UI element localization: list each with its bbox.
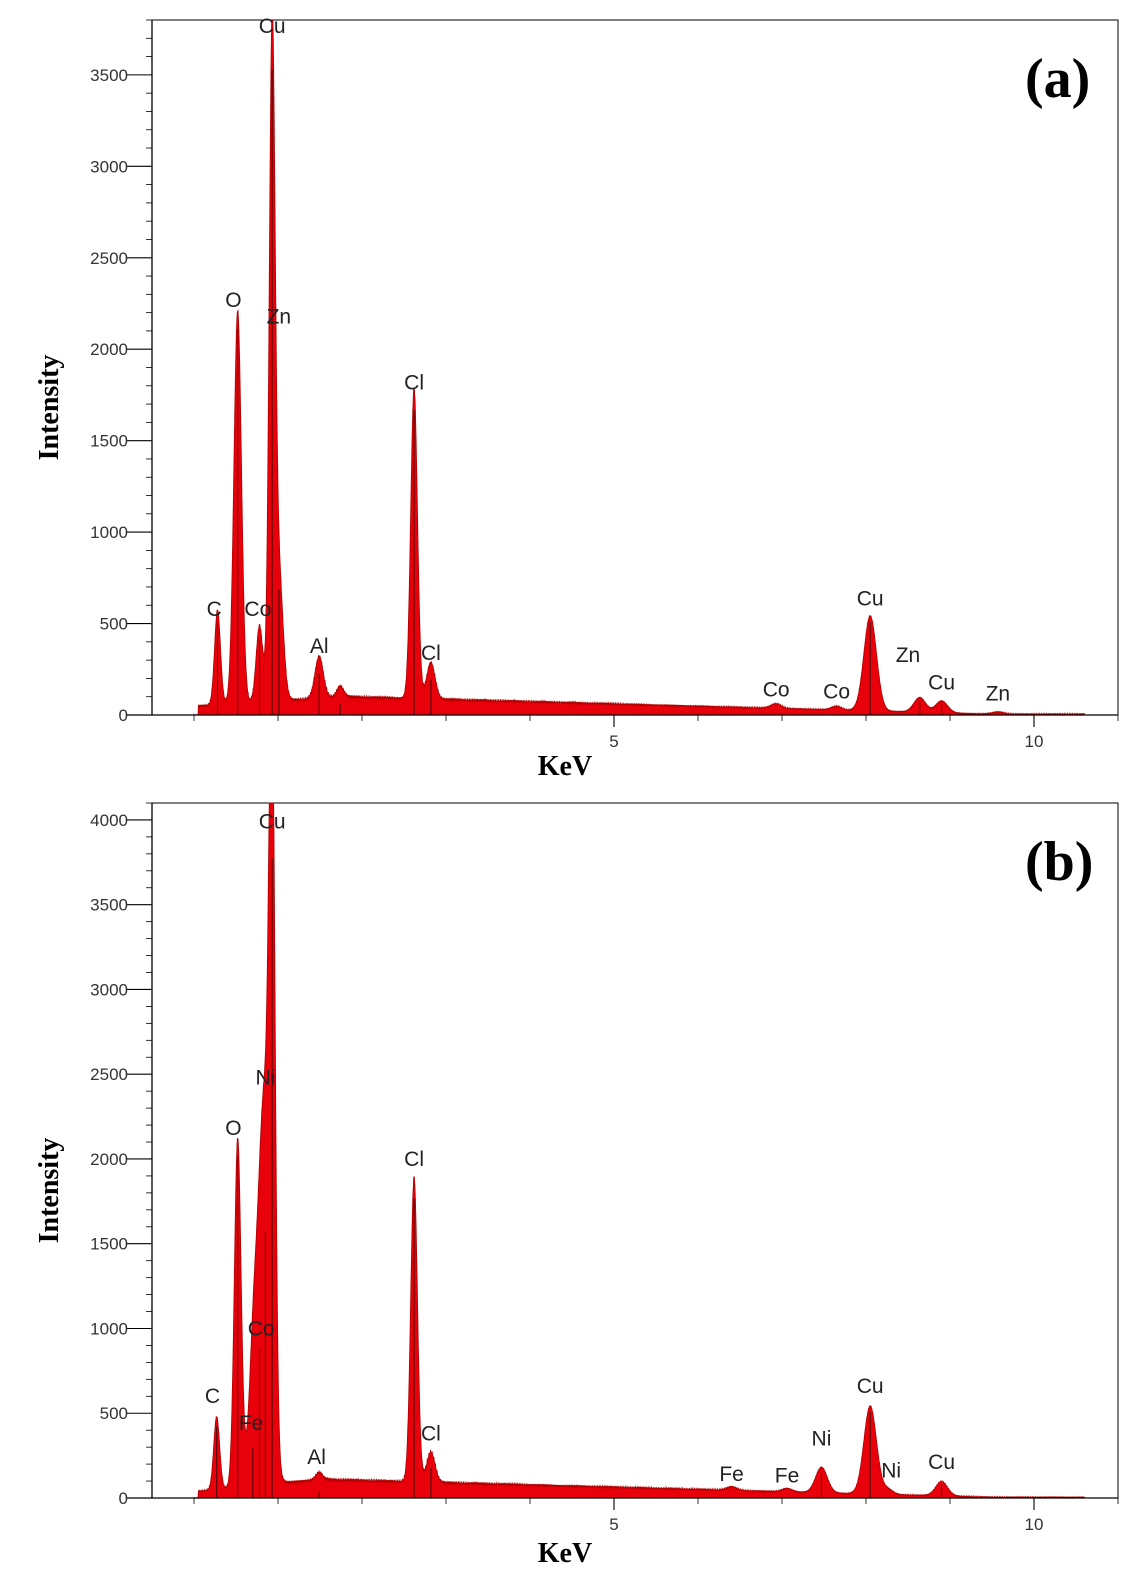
peak-label: Cu	[857, 1375, 884, 1398]
y-tick-label: 3500	[90, 896, 128, 915]
peak-label: Co	[763, 679, 790, 702]
y-tick-label: 2500	[90, 1065, 128, 1084]
peak-label: Ni	[812, 1427, 832, 1450]
y-tick-label: 2500	[90, 249, 128, 268]
peak-label: Al	[307, 1446, 326, 1469]
panel-b-chart: 0 500 1000 1500 2000 2500 3000 3500 4000 5 10 KeV In…	[34, 802, 1119, 1569]
peak-label: Ni	[881, 1460, 901, 1483]
x-tick-label: 10	[1025, 732, 1044, 751]
y-tick-label: 0	[119, 706, 128, 725]
peak-label: Co	[823, 681, 850, 704]
y-tick-label: 2000	[90, 1150, 128, 1169]
y-tick-label: 1000	[90, 523, 128, 542]
peak-label: Co	[248, 1317, 275, 1340]
peak-label: C	[205, 1385, 220, 1408]
plot-frame	[151, 19, 1119, 716]
peak-label: Cu	[259, 15, 286, 38]
y-tick-label: 3000	[90, 980, 128, 999]
y-tick-label: 1000	[90, 1319, 128, 1338]
x-tick-label: 10	[1025, 1515, 1044, 1534]
x-axis-title: KeV	[538, 751, 592, 782]
peak-label: Cl	[404, 1148, 424, 1171]
x-tick-label: 5	[609, 1515, 618, 1534]
peak-label: C	[207, 598, 222, 621]
peak-label: Cu	[928, 1451, 955, 1474]
y-tick-label: 1500	[90, 432, 128, 451]
peak-label: Cl	[421, 1422, 441, 1445]
peak-label: Fe	[719, 1463, 744, 1486]
y-tick-label: 4000	[90, 811, 128, 830]
y-tick-label: 2000	[90, 340, 128, 359]
panel-a-chart: 0 500 1000 1500 2000 2500 3000 3500 5 10 KeV Intens…	[34, 15, 1119, 782]
peak-label: Fe	[775, 1465, 800, 1488]
peak-label: O	[225, 1117, 241, 1140]
peak-label: Cu	[928, 671, 955, 694]
y-tick-label: 3500	[90, 66, 128, 85]
y-axis-title: Intensity	[34, 1138, 65, 1244]
y-tick-label: 500	[100, 1404, 128, 1423]
peak-label: Cu	[857, 587, 884, 610]
peak-label: Zn	[986, 682, 1011, 705]
y-tick-label: 3000	[90, 157, 128, 176]
peak-label: Fe	[239, 1412, 264, 1435]
spectrum-area	[193, 802, 1085, 1500]
peak-label: Cl	[404, 371, 424, 394]
peak-label: O	[225, 289, 241, 312]
plot-frame	[151, 802, 1119, 1499]
y-tick-label: 1500	[90, 1235, 128, 1254]
peak-label: Co	[244, 598, 271, 621]
peak-label: Zn	[896, 644, 921, 667]
panel-label: (a)	[1025, 48, 1090, 110]
y-tick-label: 0	[119, 1489, 128, 1508]
peak-label: Zn	[267, 306, 292, 329]
y-tick-label: 500	[100, 615, 128, 634]
peak-label: Cl	[421, 642, 441, 665]
x-tick-label: 5	[609, 732, 618, 751]
peak-label: Al	[310, 635, 329, 658]
y-axis-title: Intensity	[34, 355, 65, 461]
peak-label: Cu	[259, 810, 286, 833]
peak-label: Ni	[255, 1066, 275, 1089]
panel-label: (b)	[1025, 831, 1093, 893]
spectrum-area	[193, 19, 1085, 716]
x-axis-title: KeV	[538, 1538, 592, 1569]
